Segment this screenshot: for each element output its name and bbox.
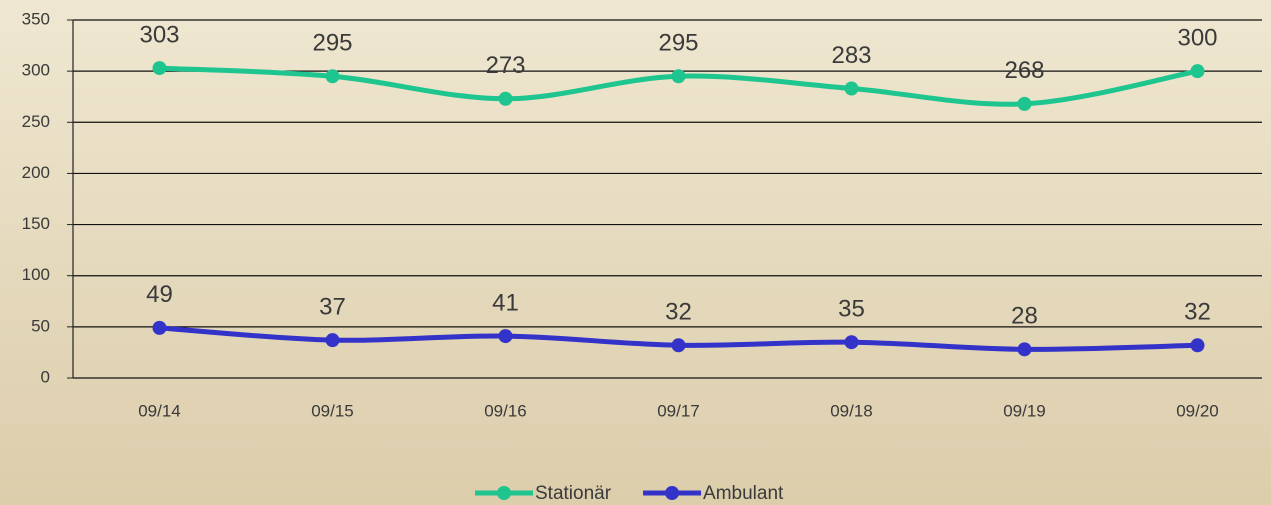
x-tick-label: 09/16 bbox=[484, 401, 527, 420]
data-label: 273 bbox=[485, 52, 525, 79]
point bbox=[671, 69, 686, 84]
point bbox=[498, 91, 513, 106]
legend-marker bbox=[665, 486, 680, 500]
y-tick-label: 300 bbox=[22, 61, 50, 80]
data-label: 295 bbox=[658, 30, 698, 57]
y-tick-label: 50 bbox=[31, 316, 50, 335]
data-label: 28 bbox=[1011, 303, 1038, 330]
y-tick-label: 150 bbox=[22, 214, 50, 233]
point bbox=[152, 61, 167, 76]
x-tick-label: 09/14 bbox=[138, 401, 181, 420]
x-tick-label: 09/19 bbox=[1003, 401, 1046, 420]
point bbox=[1190, 338, 1205, 353]
data-label: 300 bbox=[1177, 24, 1217, 51]
legend-marker bbox=[497, 486, 511, 500]
point bbox=[152, 320, 167, 335]
x-tick-label: 09/20 bbox=[1176, 401, 1219, 420]
point bbox=[1017, 342, 1032, 357]
data-label: 41 bbox=[492, 289, 519, 316]
point bbox=[844, 81, 859, 96]
x-tick-label: 09/15 bbox=[311, 401, 354, 420]
x-tick-label: 09/17 bbox=[657, 401, 700, 420]
x-tick-label: 09/18 bbox=[830, 401, 873, 420]
point bbox=[1190, 64, 1205, 79]
y-tick-label: 100 bbox=[22, 265, 50, 284]
data-label: 283 bbox=[831, 42, 871, 69]
data-label: 268 bbox=[1004, 57, 1044, 84]
data-label: 303 bbox=[139, 21, 179, 48]
data-label: 295 bbox=[312, 30, 352, 57]
point bbox=[325, 333, 340, 348]
data-label: 32 bbox=[1184, 299, 1211, 326]
point bbox=[844, 335, 859, 350]
y-tick-label: 200 bbox=[22, 163, 50, 182]
data-label: 35 bbox=[838, 296, 865, 323]
y-tick-label: 250 bbox=[22, 112, 50, 131]
data-label: 49 bbox=[146, 281, 173, 308]
y-tick-label: 350 bbox=[22, 9, 50, 28]
data-label: 37 bbox=[319, 293, 346, 320]
y-tick-label: 0 bbox=[41, 367, 50, 386]
legend-label: Stationär bbox=[535, 483, 612, 504]
point bbox=[671, 338, 686, 353]
point bbox=[325, 69, 340, 84]
point bbox=[498, 329, 513, 344]
data-label: 32 bbox=[665, 299, 692, 326]
point bbox=[1017, 96, 1032, 111]
legend-label: Ambulant bbox=[703, 483, 784, 504]
